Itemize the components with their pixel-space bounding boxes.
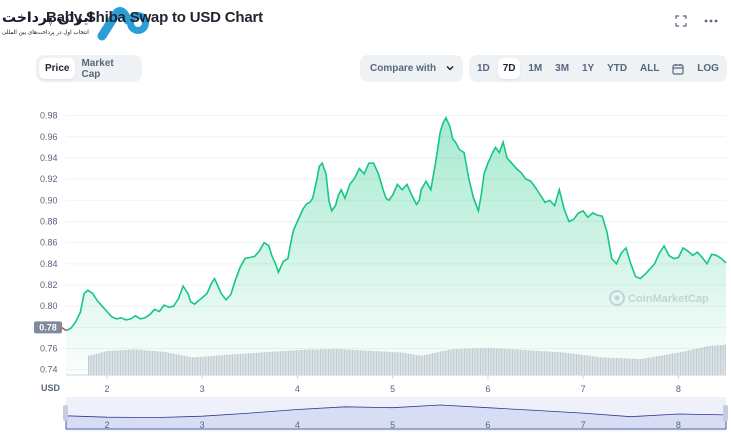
range-1d[interactable]: 1D [477, 63, 490, 74]
range-ytd[interactable]: YTD [607, 63, 628, 74]
tab-market-cap[interactable]: Market Cap [81, 57, 114, 80]
range-1y[interactable]: 1Y [581, 63, 595, 74]
range-all[interactable]: ALL [639, 63, 660, 74]
calendar-icon[interactable] [667, 58, 689, 79]
watermark-text: ایران پرداخت [2, 10, 94, 26]
compare-with-dropdown[interactable]: Compare with [360, 55, 463, 82]
x-tick-label: 6 [485, 384, 490, 394]
x-tick-label: 2 [104, 384, 109, 394]
current-price-badge: 0.78 [34, 321, 62, 334]
currency-label: USD [41, 383, 61, 393]
navigator-right-handle[interactable] [723, 405, 728, 421]
range-3m[interactable]: 3M [555, 63, 570, 74]
navigator-left-handle[interactable] [63, 405, 68, 421]
x-axis: 2 3 4 5 6 7 8 [66, 374, 726, 394]
tab-price[interactable]: Price [39, 58, 76, 79]
y-tick-label: 0.80 [40, 301, 58, 311]
range-1m[interactable]: 1M [528, 63, 543, 74]
y-tick-label: 0.74 [40, 365, 58, 375]
navigator-tick-label: 7 [581, 420, 586, 430]
y-tick-label: 0.82 [40, 280, 58, 290]
x-tick-label: 8 [676, 384, 681, 394]
navigator-tick-label: 3 [200, 420, 205, 430]
price-area-fill [66, 117, 726, 375]
y-tick-label: 0.76 [40, 344, 58, 354]
x-tick-label: 3 [200, 384, 205, 394]
price-line [65, 115, 727, 332]
navigator-tick-label: 5 [390, 420, 395, 430]
coinmarketcap-watermark-text: CoinMarketCap [628, 293, 709, 305]
current-price-label: 0.78 [39, 322, 57, 332]
y-tick-label: 0.84 [40, 259, 58, 269]
fullscreen-icon[interactable] [672, 12, 690, 30]
y-tick-label: 0.94 [40, 153, 58, 163]
page-title: Baby Shiba Swap to USD Chart [46, 9, 263, 26]
watermark-subtext: انتخاب اول در پرداخت‌های بین المللی [2, 30, 89, 36]
more-options-icon[interactable] [702, 12, 720, 30]
y-tick-label: 0.86 [40, 238, 58, 248]
y-tick-label: 0.88 [40, 216, 58, 226]
range-7d[interactable]: 7D [497, 58, 521, 79]
x-tick-label: 5 [390, 384, 395, 394]
compare-with-label: Compare with [370, 63, 437, 74]
navigator-tick-label: 8 [676, 420, 681, 430]
x-tick-label: 7 [581, 384, 586, 394]
range-navigator[interactable]: 2 3 4 5 6 7 8 [63, 397, 728, 431]
navigator-tick-label: 2 [104, 420, 109, 430]
watermark-logo: ایران پرداخت انتخاب اول در پرداخت‌های بی… [0, 2, 160, 44]
y-tick-label: 0.98 [40, 111, 58, 121]
chart-header: ایران پرداخت انتخاب اول در پرداخت‌های بی… [0, 0, 731, 44]
navigator-axis: 2 3 4 5 6 7 8 [104, 420, 680, 430]
chevron-down-icon [446, 65, 454, 71]
price-chart[interactable]: 0.74 0.76 0.78 0.80 0.82 0.84 0.86 0.88 0.90 0.92… [0, 95, 731, 433]
coinmarketcap-watermark: CoinMarketCap [609, 290, 709, 306]
y-tick-label: 0.92 [40, 174, 58, 184]
y-tick-label: 0.90 [40, 195, 58, 205]
view-tabs: Price Market Cap [36, 55, 142, 82]
y-axis: 0.74 0.76 0.78 0.80 0.82 0.84 0.86 0.88 0.90 0.92… [40, 111, 58, 375]
navigator-tick-label: 6 [485, 420, 490, 430]
range-log[interactable]: LOG [697, 63, 719, 74]
x-tick-label: 4 [295, 384, 300, 394]
y-tick-label: 0.96 [40, 132, 58, 142]
navigator-tick-label: 4 [295, 420, 300, 430]
time-range-selector: 1D 7D 1M 3M 1Y YTD ALL LOG [469, 55, 727, 82]
watermark-mark-icon [97, 7, 149, 41]
